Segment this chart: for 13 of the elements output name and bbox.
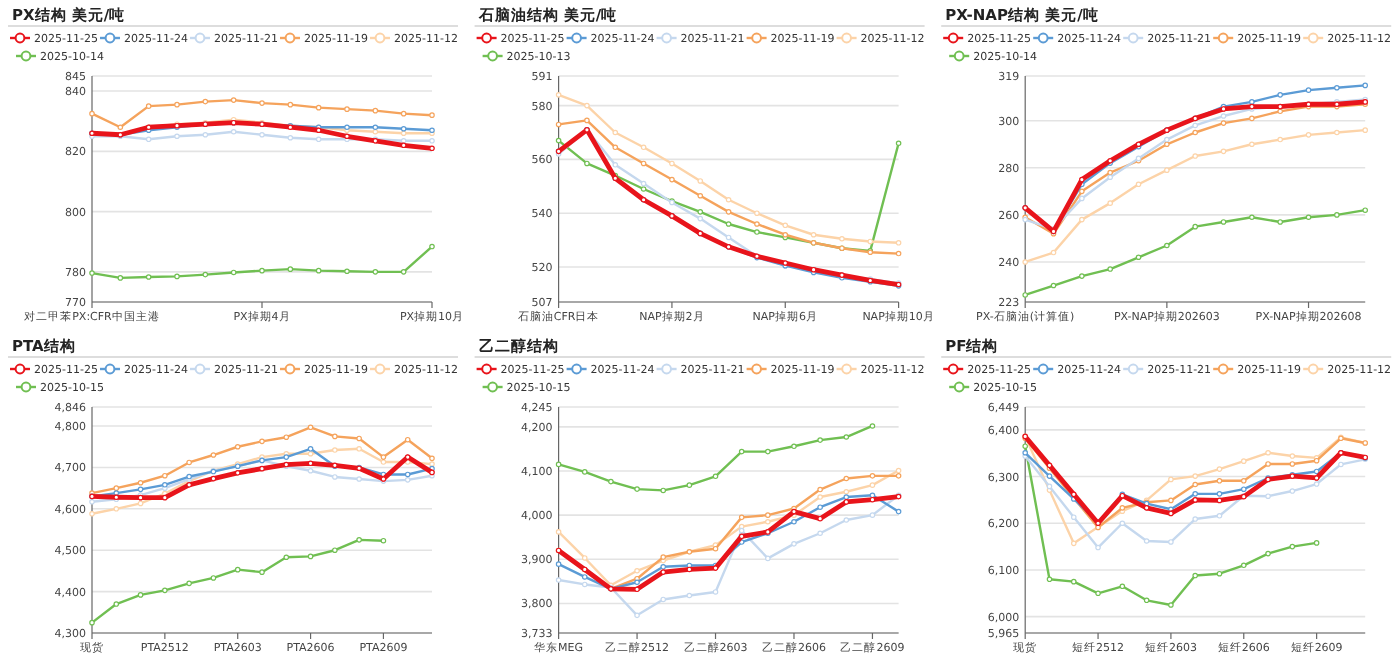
line-series: [89, 243, 435, 281]
line-series: [89, 119, 435, 152]
line-series: [555, 137, 902, 254]
line-series: [1022, 207, 1368, 298]
line-series: [89, 446, 435, 517]
line-series: [89, 537, 387, 626]
line-series: [555, 423, 876, 494]
line-series: [555, 92, 902, 246]
line-series: [1022, 453, 1368, 551]
line-series: [1022, 127, 1368, 265]
line-series: [555, 117, 902, 257]
line-series: [1022, 443, 1320, 608]
line-series: [89, 97, 435, 131]
